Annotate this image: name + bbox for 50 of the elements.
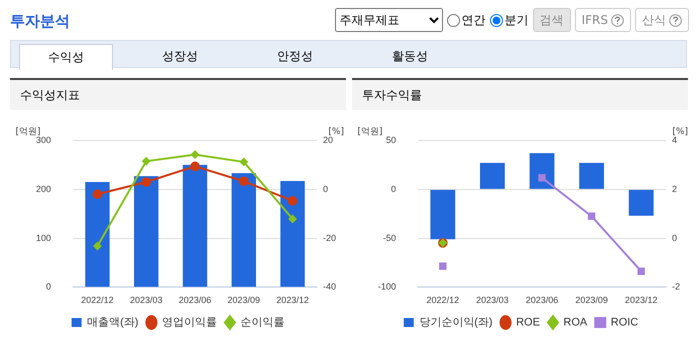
y-tick-label: 50	[386, 134, 396, 145]
legend-label: 순이익률	[240, 316, 284, 329]
text: 검색	[540, 12, 564, 28]
x-tick-label: 2023/03	[130, 295, 162, 306]
y2-tick-label: 2	[672, 184, 678, 194]
y-tick-label: -100	[378, 282, 396, 292]
x-tick-label: 2023/06	[526, 295, 558, 306]
legend-label: 매출액(좌)	[87, 316, 138, 329]
text: 안정성	[276, 48, 314, 65]
x-tick-label: 2023/12	[276, 295, 309, 306]
text: 투자분석	[10, 12, 70, 31]
legend-label: 영업이익률	[162, 316, 217, 329]
y-tick-label: 200	[36, 184, 52, 194]
x-tick-label: 2023/09	[575, 295, 608, 306]
y-tick-label: -50	[383, 232, 396, 243]
y2-tick-label: -2	[672, 282, 680, 292]
y2-tick-label: 4	[672, 134, 678, 145]
chart-title: 수익성지표	[10, 80, 346, 110]
chart-title: 투자수익률	[352, 80, 688, 110]
y-tick-label: 0	[46, 282, 52, 292]
y-tick-label: 0	[391, 184, 396, 194]
y2-axis-title: [%]	[328, 127, 344, 138]
x-tick-label: 2023/09	[228, 295, 260, 306]
y2-tick-label: 20	[322, 134, 334, 145]
y-tick-label: 100	[36, 232, 52, 243]
x-tick-label: 2022/12	[81, 295, 114, 306]
text: 활동성	[391, 48, 429, 65]
y2-tick-label: 0	[322, 184, 328, 194]
text: 분기	[504, 12, 529, 28]
x-tick-label: 2023/03	[476, 295, 509, 306]
legend-label: ROIC	[610, 316, 638, 329]
y2-tick-label: -40	[322, 282, 336, 292]
text: IFRS	[582, 13, 608, 27]
text: 성장성	[161, 48, 199, 65]
y-axis-title: [억원]	[357, 127, 383, 138]
statement-select: 주재무제표	[334, 8, 443, 32]
legend-label: 당기순이익(좌)	[419, 316, 493, 329]
x-tick-label: 2023/12	[624, 295, 658, 306]
y-axis-title: [억원]	[15, 127, 41, 138]
text: 산식	[642, 12, 666, 28]
y-tick-label: 300	[36, 134, 52, 145]
text: 수익성	[19, 44, 113, 70]
x-tick-label: 2023/06	[178, 295, 212, 306]
text: 연간	[462, 12, 486, 28]
y2-tick-label: 0	[672, 232, 678, 243]
y2-axis-title: [%]	[672, 127, 688, 138]
legend-label: ROE	[516, 316, 540, 329]
y2-tick-label: -20	[322, 232, 336, 243]
x-tick-label: 2022/12	[426, 295, 460, 306]
legend-label: ROA	[563, 316, 588, 329]
